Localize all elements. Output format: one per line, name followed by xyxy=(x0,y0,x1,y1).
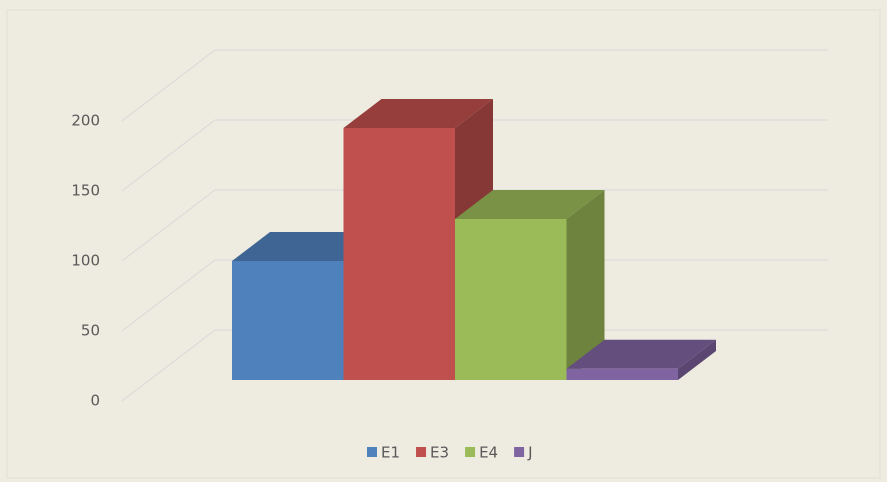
grid-line xyxy=(121,189,828,262)
legend-swatch xyxy=(367,447,377,457)
bar-top xyxy=(455,190,605,219)
y-tick-label: 100 xyxy=(71,252,100,270)
bar-top xyxy=(343,99,493,128)
bar xyxy=(455,219,567,380)
bar-top xyxy=(566,339,716,369)
legend-swatch xyxy=(514,447,525,457)
legend-label: J xyxy=(527,444,532,462)
bar xyxy=(343,128,455,380)
grid-line xyxy=(121,49,828,122)
legend-label: E3 xyxy=(430,444,449,462)
grid-line xyxy=(121,329,828,402)
grid-line xyxy=(121,259,828,332)
grid-line xyxy=(121,119,828,192)
bar-side xyxy=(566,190,605,380)
legend-label: E1 xyxy=(381,444,400,462)
legend-label: E4 xyxy=(479,444,498,462)
legend: E1 E3 E4 J xyxy=(367,444,533,462)
y-tick-label: 0 xyxy=(90,392,100,410)
legend-swatch xyxy=(416,447,427,457)
legend-swatch xyxy=(465,447,476,457)
y-tick-label: 200 xyxy=(71,112,100,130)
bars xyxy=(232,99,716,380)
y-tick-label: 150 xyxy=(71,182,100,200)
y-tick-label: 50 xyxy=(81,322,100,340)
bar-side xyxy=(678,339,716,380)
grid: 0 50 100 150 200 xyxy=(71,49,828,410)
bar xyxy=(566,368,678,380)
bar xyxy=(232,261,344,380)
